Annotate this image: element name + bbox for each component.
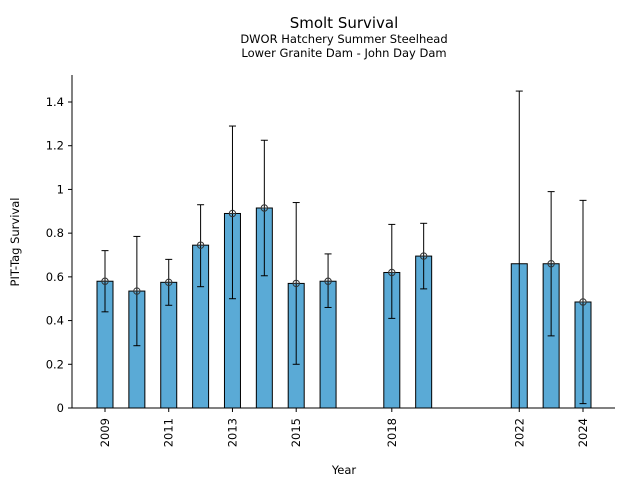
- x-axis-label: Year: [331, 463, 357, 477]
- x-tick-label: 2011: [162, 418, 176, 447]
- chart-subtitle-line-2: Lower Granite Dam - John Day Dam: [241, 46, 446, 60]
- chart-subtitle-line-1: DWOR Hatchery Summer Steelhead: [240, 32, 447, 46]
- bars-group: [96, 207, 592, 409]
- y-ticks-group: 0 0.2 0.4 0.6 0.8 1 1.2 1.4: [46, 95, 72, 415]
- y-tick-label: 0.8: [46, 226, 64, 240]
- y-tick-label: 0.4: [46, 314, 64, 328]
- y-tick-label: 0.6: [46, 270, 64, 284]
- y-tick-label: 1.4: [46, 95, 64, 109]
- x-tick-label: 2015: [289, 418, 303, 447]
- y-axis-label: PIT-Tag Survival: [8, 198, 22, 287]
- markers-group: [101, 204, 587, 306]
- x-tick-label: 2013: [225, 418, 239, 447]
- y-tick-label: 1: [57, 182, 64, 196]
- y-tick-label: 0: [57, 401, 64, 415]
- y-tick-label: 0.2: [46, 357, 64, 371]
- x-tick-label: 2009: [98, 418, 112, 447]
- x-tick-label: 2024: [576, 418, 590, 447]
- x-tick-label: 2018: [385, 418, 399, 447]
- y-tick-label: 1.2: [46, 139, 64, 153]
- x-ticks-group: 2009 2011 2013 2015 2018 2022 2024: [98, 408, 590, 447]
- x-tick-label: 2022: [512, 418, 526, 447]
- chart-title: Smolt Survival: [290, 14, 399, 32]
